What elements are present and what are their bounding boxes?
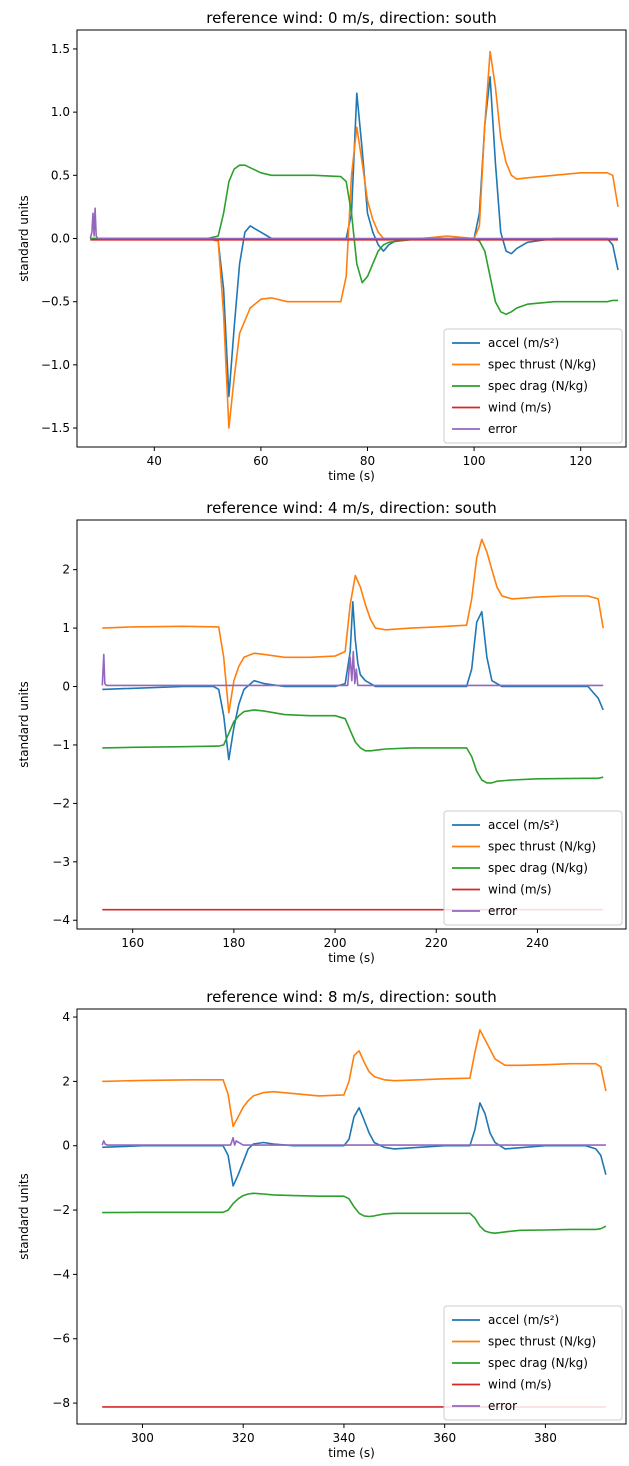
legend-label: spec thrust (N/kg) <box>488 358 596 372</box>
y-tick-label: 1.5 <box>51 42 70 56</box>
legend-box <box>443 810 623 926</box>
y-tick-label: 4 <box>62 1010 70 1024</box>
series-line-2 <box>90 50 619 429</box>
x-tick-label: 300 <box>131 1431 154 1445</box>
x-axis-label: time (s) <box>328 951 375 965</box>
y-tick-label: −6 <box>52 1332 70 1346</box>
x-tick-label: 180 <box>222 936 245 950</box>
x-tick-label: 380 <box>534 1431 557 1445</box>
y-tick-label: −8 <box>52 1396 70 1410</box>
series-line-5 <box>101 650 604 687</box>
y-tick-label: −1.0 <box>41 358 70 372</box>
chart-title: reference wind: 0 m/s, direction: south <box>206 9 496 27</box>
y-tick-label: −4 <box>52 1267 70 1281</box>
y-tick-label: −1 <box>52 738 70 752</box>
series-line-3 <box>90 164 618 316</box>
y-axis-label: standard units <box>17 1173 31 1260</box>
subplot-1: reference wind: 0 m/s, direction: south 4… <box>17 9 627 483</box>
legend: accel (m/s²) spec thrust (N/kg) spec drag … <box>443 1305 623 1421</box>
series-line-3 <box>102 709 604 784</box>
y-tick-label: 0.0 <box>51 232 70 246</box>
y-axis-label: standard units <box>17 681 31 768</box>
series-line-5 <box>89 207 618 240</box>
legend-label: error <box>488 904 517 918</box>
x-tick-label: 160 <box>121 936 144 950</box>
legend-label: spec thrust (N/kg) <box>488 840 596 854</box>
y-axis-label: standard units <box>17 195 31 282</box>
x-tick-label: 340 <box>332 1431 355 1445</box>
series-line-2 <box>102 538 604 714</box>
x-tick-label: 80 <box>360 454 375 468</box>
y-tick-label: 0.5 <box>51 168 70 182</box>
legend-label: wind (m/s) <box>488 401 552 415</box>
x-tick-label: 320 <box>232 1431 255 1445</box>
series-line-2 <box>102 1029 607 1128</box>
x-tick-label: 120 <box>569 454 592 468</box>
x-tick-label: 240 <box>526 936 549 950</box>
y-tick-label: 2 <box>62 563 70 577</box>
y-tick-label: 1 <box>62 621 70 635</box>
legend-label: accel (m/s²) <box>488 818 559 832</box>
legend-label: spec thrust (N/kg) <box>488 1335 596 1349</box>
x-axis-label: time (s) <box>328 1446 375 1460</box>
series-line-5 <box>101 1136 606 1146</box>
series-line-1 <box>102 1102 607 1187</box>
legend-label: spec drag (N/kg) <box>488 861 588 875</box>
x-tick-label: 60 <box>253 454 268 468</box>
y-tick-label: −2 <box>52 796 70 810</box>
chart-title: reference wind: 4 m/s, direction: south <box>206 499 496 517</box>
subplot-3: reference wind: 8 m/s, direction: south 3… <box>17 988 627 1460</box>
y-tick-label: 0 <box>62 1139 70 1153</box>
y-tick-label: 0 <box>62 680 70 694</box>
legend-label: accel (m/s²) <box>488 1313 559 1327</box>
legend-label: spec drag (N/kg) <box>488 1356 588 1370</box>
legend-box <box>443 1305 623 1421</box>
y-tick-label: −4 <box>52 913 70 927</box>
series-group <box>89 50 619 429</box>
legend-label: spec drag (N/kg) <box>488 379 588 393</box>
chart-title: reference wind: 8 m/s, direction: south <box>206 988 496 1006</box>
series-line-3 <box>102 1192 607 1234</box>
axes-frame <box>76 1008 627 1425</box>
x-tick-label: 200 <box>324 936 347 950</box>
series-line-1 <box>102 600 604 761</box>
y-tick-label: −0.5 <box>41 295 70 309</box>
y-tick-label: −3 <box>52 855 70 869</box>
legend-label: wind (m/s) <box>488 883 552 897</box>
legend-label: wind (m/s) <box>488 1378 552 1392</box>
legend-box <box>443 328 623 444</box>
x-tick-label: 220 <box>425 936 448 950</box>
x-tick-label: 360 <box>433 1431 456 1445</box>
axes-frame <box>76 519 627 930</box>
legend: accel (m/s²) spec thrust (N/kg) spec drag … <box>443 328 623 444</box>
x-tick-label: 40 <box>147 454 162 468</box>
y-tick-label: 1.0 <box>51 105 70 119</box>
y-tick-label: −1.5 <box>41 421 70 435</box>
legend: accel (m/s²) spec thrust (N/kg) spec drag … <box>443 810 623 926</box>
legend-label: error <box>488 1399 517 1413</box>
x-axis-label: time (s) <box>328 469 375 483</box>
legend-label: accel (m/s²) <box>488 336 559 350</box>
y-tick-label: −2 <box>52 1203 70 1217</box>
subplot-2: reference wind: 4 m/s, direction: south 1… <box>17 499 627 965</box>
y-tick-label: 2 <box>62 1074 70 1088</box>
legend-label: error <box>488 422 517 436</box>
x-tick-label: 100 <box>463 454 486 468</box>
